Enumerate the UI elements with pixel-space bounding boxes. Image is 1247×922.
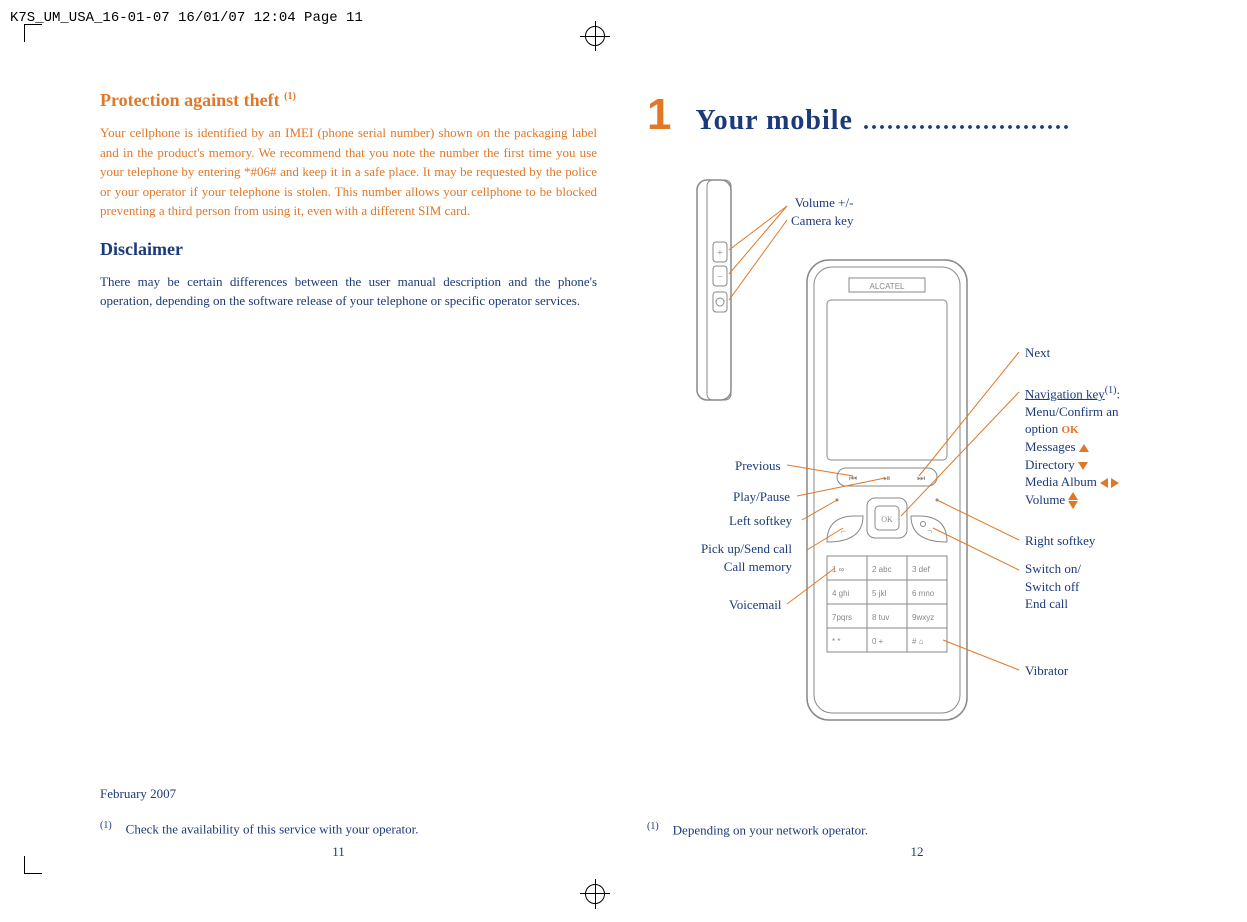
- svg-text:⏭: ⏭: [917, 473, 925, 483]
- svg-text:3 def: 3 def: [912, 565, 931, 574]
- label-rightsoft: Right softkey: [1025, 532, 1095, 550]
- svg-text:ALCATEL: ALCATEL: [870, 282, 906, 291]
- triangle-right-icon: [1111, 478, 1119, 488]
- triangle-up-icon: [1068, 492, 1078, 500]
- registration-mark: [595, 879, 596, 909]
- label-leftsoft: Left softkey: [729, 512, 792, 530]
- chapter-dots: ..........................: [863, 109, 1071, 136]
- svg-text:7pqrs: 7pqrs: [832, 613, 852, 622]
- svg-text:6 mno: 6 mno: [912, 589, 935, 598]
- svg-text:8 tuv: 8 tuv: [872, 613, 889, 622]
- spread: Protection against theft (1) Your cellph…: [50, 50, 1207, 862]
- svg-text:4 ghi: 4 ghi: [832, 589, 850, 598]
- svg-text:⌐: ⌐: [841, 526, 846, 536]
- label-playpause: Play/Pause: [733, 488, 790, 506]
- crop-mark: [24, 24, 42, 42]
- triangle-down-icon: [1078, 462, 1088, 470]
- ok-icon: OK: [1061, 424, 1078, 436]
- chapter-text: Your mobile: [695, 105, 853, 137]
- svg-text:⏮: ⏮: [849, 473, 857, 483]
- triangle-up-icon: [1079, 444, 1089, 452]
- label-pickup: Pick up/Send call Call memory: [701, 540, 792, 575]
- left-page: Protection against theft (1) Your cellph…: [50, 50, 627, 862]
- theft-body: Your cellphone is identified by an IMEI …: [100, 123, 597, 221]
- label-vibrator: Vibrator: [1025, 662, 1068, 680]
- svg-text:1 ∞: 1 ∞: [832, 565, 845, 574]
- disclaimer-heading: Disclaimer: [100, 239, 597, 260]
- svg-text:¬: ¬: [927, 526, 932, 536]
- label-voicemail: Voicemail: [729, 596, 781, 614]
- page-number-right: 12: [627, 844, 1207, 860]
- date: February 2007: [100, 786, 176, 802]
- svg-text:+: +: [717, 248, 723, 259]
- svg-text:5 jkl: 5 jkl: [872, 589, 886, 598]
- footnote-right: (1)Depending on your network operator.: [647, 821, 868, 838]
- svg-text:2 abc: 2 abc: [872, 565, 892, 574]
- svg-text:−: −: [717, 272, 723, 283]
- triangle-left-icon: [1100, 478, 1108, 488]
- label-navkey: Navigation key(1): Menu/Confirm an optio…: [1025, 384, 1175, 509]
- triangle-down-icon: [1068, 501, 1078, 509]
- theft-heading: Protection against theft (1): [100, 90, 597, 111]
- svg-text:# ⌂: # ⌂: [912, 637, 924, 646]
- chapter-title: 1 Your mobile ..........................: [647, 90, 1157, 140]
- label-volume: Volume +/- Camera key: [791, 194, 853, 229]
- footnote-left: (1)Check the availability of this servic…: [100, 820, 418, 837]
- phone-diagram: + − ALCATEL ⏮ ⏯ ⏭: [657, 170, 1157, 740]
- svg-text:OK: OK: [881, 515, 893, 524]
- page-number-left: 11: [50, 844, 627, 860]
- label-switch: Switch on/ Switch off End call: [1025, 560, 1081, 613]
- label-next: Next: [1025, 344, 1050, 362]
- svg-text:* *: * *: [832, 637, 840, 646]
- disclaimer-body: There may be certain differences between…: [100, 272, 597, 311]
- right-page: 1 Your mobile ..........................…: [627, 50, 1207, 862]
- label-previous: Previous: [735, 457, 781, 475]
- print-header: K7S_UM_USA_16-01-07 16/01/07 12:04 Page …: [10, 10, 363, 26]
- chapter-number: 1: [647, 90, 671, 140]
- registration-mark: [595, 21, 596, 51]
- svg-text:9wxyz: 9wxyz: [912, 613, 934, 622]
- svg-text:0 +: 0 +: [872, 637, 884, 646]
- crop-mark: [24, 856, 42, 874]
